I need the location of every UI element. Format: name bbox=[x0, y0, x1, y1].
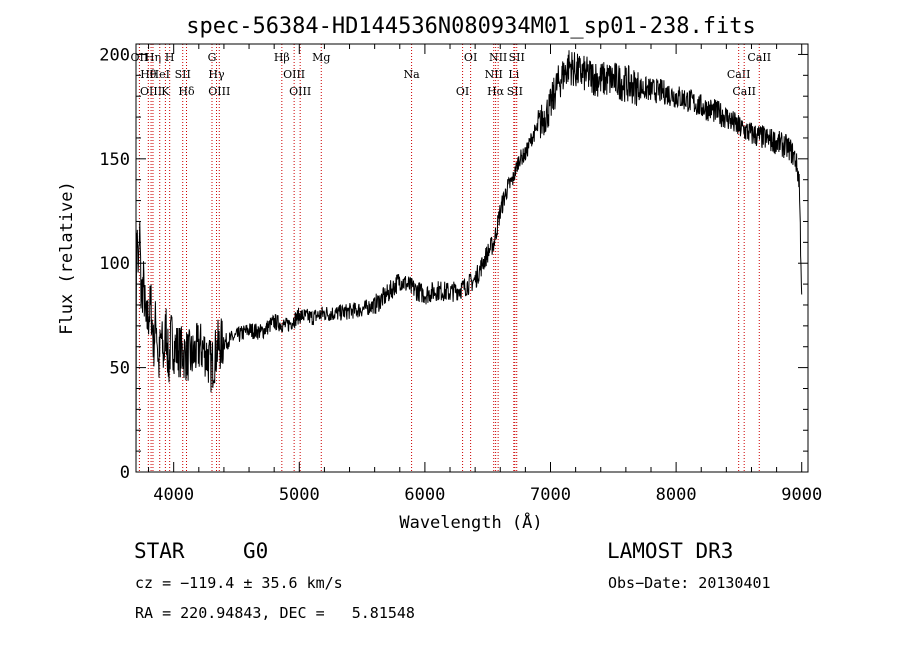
x-axis: 4000 5000 6000 7000 8000 9000 bbox=[148, 44, 822, 505]
y-tick-label: 0 bbox=[120, 463, 130, 483]
line-marker-label: NII bbox=[489, 51, 507, 64]
survey-name: LAMOST DR3 bbox=[607, 539, 734, 563]
chart-title: spec-56384-HD144536N080934M01_sp01-238.f… bbox=[186, 14, 756, 39]
line-marker-label: Mg bbox=[312, 51, 330, 64]
line-marker-label: OIII bbox=[283, 68, 305, 81]
y-tick-label: 150 bbox=[99, 150, 130, 170]
redshift-text: cz = −119.4 ± 35.6 km/s bbox=[135, 574, 343, 592]
line-marker-label: HeI bbox=[150, 68, 170, 81]
line-marker-label: OIII bbox=[289, 85, 311, 98]
line-marker-label: H bbox=[165, 51, 175, 64]
y-tick-label: 200 bbox=[99, 45, 130, 65]
line-marker-label: SII bbox=[509, 51, 525, 64]
line-marker-label: OI bbox=[464, 51, 477, 64]
line-marker-label: Hδ bbox=[178, 85, 195, 98]
line-marker-label: Li bbox=[508, 68, 519, 81]
x-tick-label: 4000 bbox=[153, 485, 194, 505]
x-tick-label: 5000 bbox=[279, 485, 320, 505]
line-marker-label: SII bbox=[507, 85, 523, 98]
obs-date-text: Obs−Date: 20130401 bbox=[608, 574, 771, 592]
x-tick-label: 7000 bbox=[530, 485, 571, 505]
line-marker-label: Na bbox=[403, 68, 420, 81]
line-marker-label: G bbox=[208, 51, 217, 64]
line-marker-label: CaII bbox=[727, 68, 751, 81]
line-marker-label: CaII bbox=[732, 85, 756, 98]
line-marker-label: Hγ bbox=[208, 68, 225, 81]
y-axis-label: Flux (relative) bbox=[57, 181, 77, 335]
y-tick-label: 50 bbox=[110, 359, 130, 379]
coordinates-text: RA = 220.94843, DEC = 5.81548 bbox=[135, 604, 415, 622]
line-marker-label: Hη bbox=[145, 51, 161, 64]
line-marker-label: K bbox=[161, 85, 170, 98]
spectrum-series-line bbox=[135, 50, 803, 468]
line-marker-label: NII bbox=[485, 68, 503, 81]
x-axis-label: Wavelength (Å) bbox=[399, 511, 542, 533]
spectral-line-markers: OIIHθOIIIHηHeIKHSIIHδGHγOIIIHβOIIIOIIIMg… bbox=[131, 44, 771, 472]
line-marker-label: Hβ bbox=[274, 51, 290, 64]
object-subclass: G0 bbox=[243, 539, 269, 563]
line-marker-label: CaII bbox=[747, 51, 771, 64]
x-tick-label: 9000 bbox=[781, 485, 822, 505]
x-tick-label: 6000 bbox=[404, 485, 445, 505]
line-marker-label: SII bbox=[175, 68, 191, 81]
line-marker-label: OIII bbox=[140, 85, 162, 98]
line-marker-label: Hα bbox=[487, 85, 505, 98]
y-tick-label: 100 bbox=[99, 254, 130, 274]
plot-frame bbox=[135, 43, 809, 473]
line-marker-label: OI bbox=[456, 85, 469, 98]
object-class: STAR bbox=[134, 539, 185, 563]
x-tick-label: 8000 bbox=[656, 485, 697, 505]
line-marker-label: OIII bbox=[208, 85, 230, 98]
y-axis: 0 50 100 150 200 bbox=[99, 45, 808, 483]
